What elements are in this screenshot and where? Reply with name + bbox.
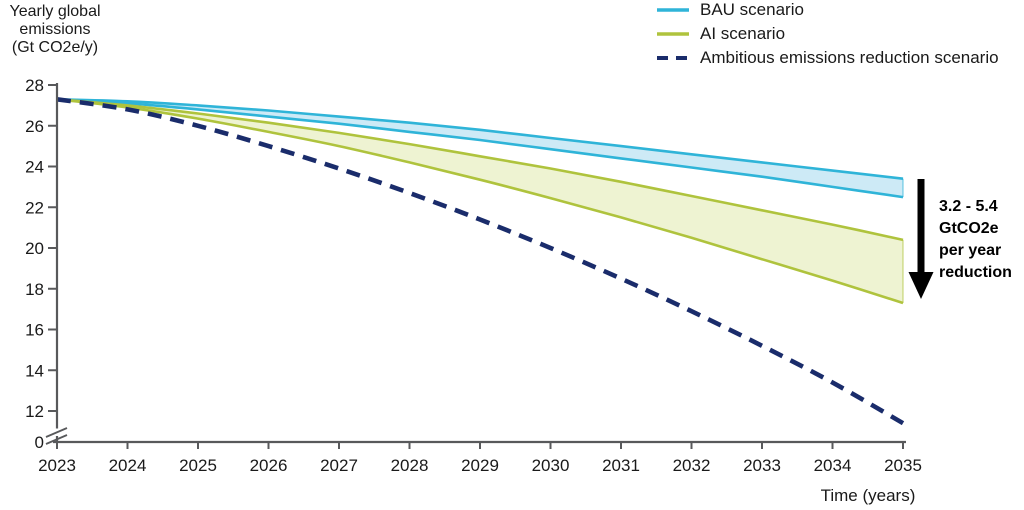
x-tick-label: 2035 [884,456,922,475]
axis-break-icon [45,427,68,438]
x-tick-label: 2028 [391,456,429,475]
x-tick-label: 2030 [532,456,570,475]
annotation-line: per year [939,242,1002,259]
y-axis-title-line: emissions [19,21,91,38]
reduction-annotation: 3.2 - 5.4 GtCO2e per year reduction [939,196,1024,284]
y-tick-label: 14 [25,361,44,380]
y-axis-title-line: (Gt CO2e/y) [11,39,99,56]
x-tick-label: 2026 [250,456,288,475]
x-tick-label: 2033 [743,456,781,475]
x-tick-label: 2023 [38,456,76,475]
bau-line-icon [657,8,689,12]
x-tick-label: 2025 [179,456,217,475]
y-axis-title-line: Yearly global [9,3,101,20]
x-tick-label: 2024 [109,456,147,475]
y-tick-label: 26 [25,117,44,136]
ai-line-icon [657,32,689,36]
x-tick-label: 2027 [320,456,358,475]
annotation-line: 3.2 - 5.4 [939,198,998,215]
y-tick-label: 24 [25,158,44,177]
axes: 28 26 24 22 20 18 16 14 12 0 2023 2024 2025 2026 2027 2… [25,76,922,475]
x-tick-label: 2032 [673,456,711,475]
legend-label-ai: AI scenario [700,24,786,43]
x-tick-label: 2031 [602,456,640,475]
legend-item-bau: BAU scenario [656,0,999,22]
ambitious-line [56,97,905,426]
dashed-line-icon [657,56,689,60]
y-tick-label: 18 [25,280,44,299]
y-tick-label: 12 [25,402,44,421]
x-axis-title: Time (years) [820,486,916,505]
legend: BAU scenario AI scenario Ambitious emiss… [656,0,999,70]
y-axis-title: Yearly global emissions (Gt CO2e/y) [0,3,110,57]
y-tick-label: 16 [25,321,44,340]
y-tick-label: 22 [25,198,44,217]
x-tick-label: 2034 [814,456,852,475]
legend-label-bau: BAU scenario [700,0,804,19]
x-tick-label: 2029 [461,456,499,475]
legend-label-ambitious: Ambitious emissions reduction scenario [700,48,999,67]
y-tick-label: 20 [25,239,44,258]
reduction-arrow-icon [908,179,934,299]
annotation-line: GtCO2e [939,220,999,237]
annotation-line: reduction [939,264,1012,281]
y-tick-label: 28 [25,76,44,95]
bau-band [56,98,904,199]
legend-item-ambitious: Ambitious emissions reduction scenario [656,46,999,70]
legend-item-ai: AI scenario [656,22,999,46]
y-tick-label: 0 [35,433,44,452]
ai-band [56,98,904,305]
